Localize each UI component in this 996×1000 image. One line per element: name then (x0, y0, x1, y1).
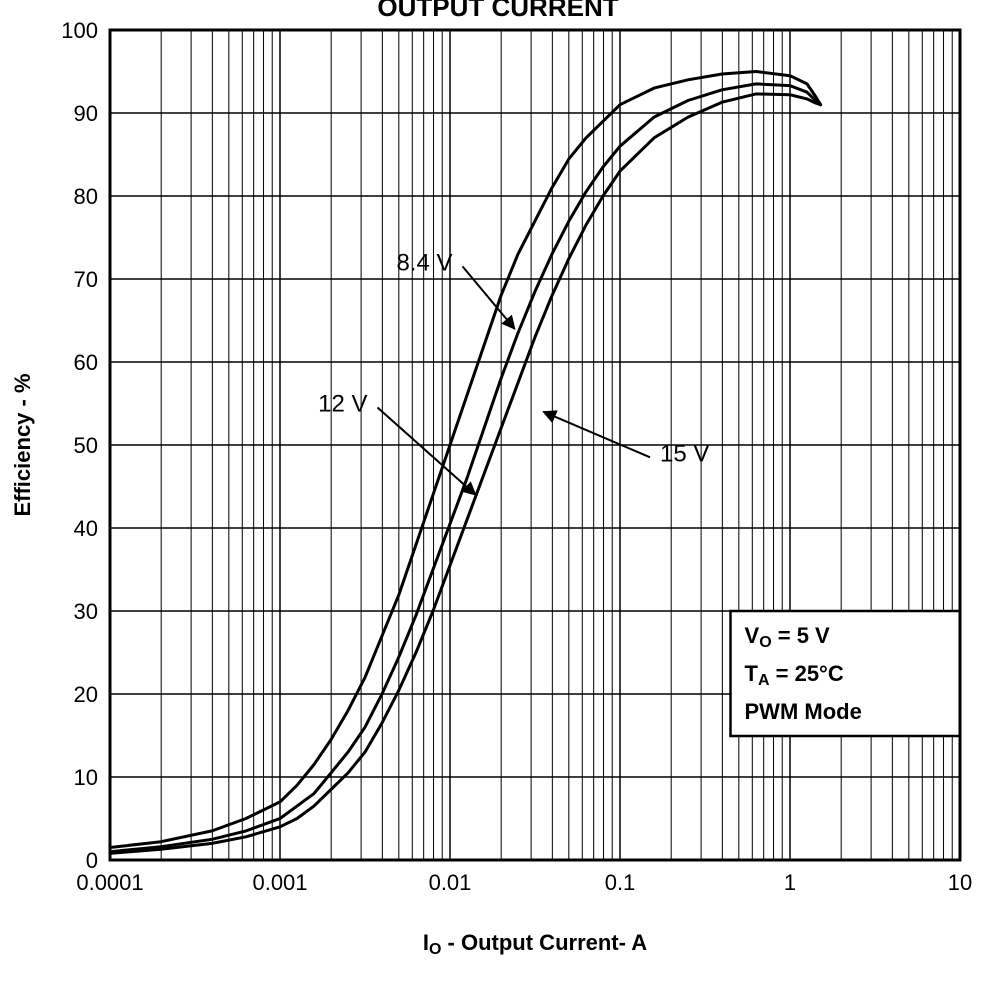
y-tick-label: 90 (74, 101, 98, 126)
x-axis-label: IO - Output Current- A (423, 930, 647, 958)
y-tick-label: 70 (74, 267, 98, 292)
conditions-line: VO = 5 V (745, 623, 831, 651)
conditions-line: PWM Mode (745, 699, 862, 724)
x-tick-label: 1 (784, 870, 796, 895)
x-tick-label: 0.01 (429, 870, 472, 895)
x-tick-label: 10 (948, 870, 972, 895)
y-axis-label: Efficiency - % (10, 373, 35, 516)
x-tick-label: 0.1 (605, 870, 636, 895)
chart-svg: OUTPUT CURRENTVO = 5 VTA = 25°CPWM Mode8… (0, 0, 996, 1000)
y-tick-label: 100 (61, 18, 98, 43)
y-tick-label: 20 (74, 682, 98, 707)
x-tick-label: 0.0001 (76, 870, 143, 895)
y-tick-label: 60 (74, 350, 98, 375)
series-label: 8.4 V (396, 249, 452, 276)
y-tick-label: 50 (74, 433, 98, 458)
y-tick-label: 10 (74, 765, 98, 790)
x-tick-label: 0.001 (252, 870, 307, 895)
series-label: 15 V (660, 440, 709, 467)
y-tick-label: 30 (74, 599, 98, 624)
efficiency-chart: OUTPUT CURRENTVO = 5 VTA = 25°CPWM Mode8… (0, 0, 996, 1000)
y-tick-label: 80 (74, 184, 98, 209)
y-tick-label: 40 (74, 516, 98, 541)
chart-title-fragment: OUTPUT CURRENT (377, 0, 618, 22)
series-label: 12 V (318, 391, 367, 418)
